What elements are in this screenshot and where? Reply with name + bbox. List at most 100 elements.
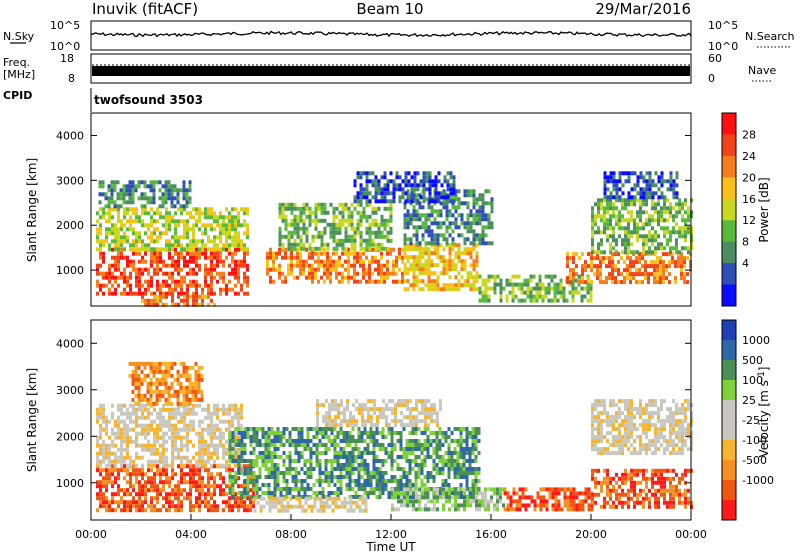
scatter-cell xyxy=(123,427,126,432)
scatter-cell xyxy=(629,272,632,277)
scatter-cell xyxy=(371,183,375,188)
scatter-cell xyxy=(600,250,603,255)
scatter-cell xyxy=(270,439,274,443)
scatter-cell xyxy=(351,435,355,439)
scatter-cell xyxy=(606,195,610,200)
scatter-cell xyxy=(210,508,213,513)
scatter-cell xyxy=(308,242,312,247)
scatter-cell xyxy=(294,483,298,487)
scatter-cell xyxy=(632,276,635,281)
scatter-cell xyxy=(481,225,485,230)
scatter-cell xyxy=(472,241,476,246)
scatter-cell xyxy=(237,259,240,264)
scatter-cell xyxy=(287,267,290,272)
scatter-cell xyxy=(237,504,240,509)
scatter-cell xyxy=(612,214,615,219)
scatter-cell xyxy=(231,255,234,260)
scatter-cell xyxy=(344,259,347,264)
scatter-cell xyxy=(511,290,515,295)
scatter-cell xyxy=(368,267,371,272)
scatter-cell xyxy=(426,455,430,459)
scatter-cell xyxy=(326,251,329,256)
scatter-cell xyxy=(314,218,318,223)
scatter-cell xyxy=(412,247,416,252)
scatter-cell xyxy=(432,439,436,443)
scatter-cell xyxy=(294,451,298,455)
scatter-cell xyxy=(393,447,397,451)
scatter-cell xyxy=(297,455,301,459)
scatter-cell xyxy=(351,439,355,443)
scatter-cell xyxy=(278,263,281,268)
scatter-cell xyxy=(126,492,129,497)
scatter-cell xyxy=(270,427,274,431)
scatter-cell xyxy=(156,239,159,244)
scatter-cell xyxy=(408,467,412,471)
scatter-cell xyxy=(484,282,488,287)
scatter-cell xyxy=(228,443,232,447)
scatter-cell xyxy=(96,211,99,216)
scatter-cell xyxy=(368,222,372,227)
scatter-cell xyxy=(448,209,452,214)
scatter-cell xyxy=(246,471,250,475)
scatter-cell xyxy=(591,238,594,243)
scatter-cell xyxy=(228,459,232,463)
scatter-cell xyxy=(315,443,319,447)
scatter-cell xyxy=(336,459,340,463)
scatter-cell xyxy=(99,484,102,489)
scatter-cell xyxy=(114,476,117,481)
scatter-cell xyxy=(186,439,189,444)
scatter-cell xyxy=(177,455,180,460)
scatter-cell xyxy=(216,463,219,468)
scatter-cell xyxy=(153,251,156,256)
scatter-cell xyxy=(159,480,162,485)
scatter-cell xyxy=(425,187,429,192)
scatter-cell xyxy=(264,483,268,487)
scatter-cell xyxy=(406,287,410,292)
scatter-cell xyxy=(569,256,572,261)
scatter-cell xyxy=(445,287,449,292)
scatter-cell xyxy=(189,211,192,216)
scatter-cell xyxy=(111,255,114,260)
scatter-cell xyxy=(189,496,192,501)
scatter-cell xyxy=(249,427,253,431)
scatter-cell xyxy=(441,467,445,471)
scatter-cell xyxy=(653,276,656,281)
scatter-cell xyxy=(424,241,428,246)
scatter-cell xyxy=(469,193,473,198)
power-ylabel: Slant Range [km] xyxy=(25,158,39,262)
scatter-cell xyxy=(210,415,213,420)
scatter-cell xyxy=(456,443,460,447)
scatter-cell xyxy=(117,263,120,268)
scatter-cell xyxy=(675,202,678,207)
scatter-cell xyxy=(114,207,117,212)
scatter-cell xyxy=(444,483,448,487)
scatter-cell xyxy=(375,483,379,487)
scatter-cell xyxy=(290,246,294,251)
scatter-cell xyxy=(440,191,444,196)
scatter-cell xyxy=(648,171,652,176)
scatter-cell xyxy=(237,247,240,252)
scatter-cell xyxy=(591,246,594,251)
scatter-cell xyxy=(398,251,401,256)
scatter-cell xyxy=(303,447,307,451)
scatter-cell xyxy=(309,471,313,475)
scatter-cell xyxy=(472,201,476,206)
scatter-cell xyxy=(189,427,192,432)
scatter-cell xyxy=(350,226,354,231)
scatter-cell xyxy=(302,218,306,223)
scatter-cell xyxy=(484,294,488,299)
scatter-cell xyxy=(164,180,168,185)
scatter-cell xyxy=(290,251,293,256)
scatter-cell xyxy=(454,225,458,230)
scatter-cell xyxy=(111,468,114,473)
scatter-cell xyxy=(311,210,315,215)
scatter-cell xyxy=(624,202,627,207)
scatter-cell xyxy=(433,209,437,214)
scatter-cell xyxy=(386,199,390,204)
scatter-cell xyxy=(258,443,262,447)
scatter-cell xyxy=(315,447,319,451)
scatter-cell xyxy=(231,259,234,264)
scatter-cell xyxy=(559,294,563,299)
scatter-cell xyxy=(456,475,460,479)
scatter-cell xyxy=(445,229,449,234)
